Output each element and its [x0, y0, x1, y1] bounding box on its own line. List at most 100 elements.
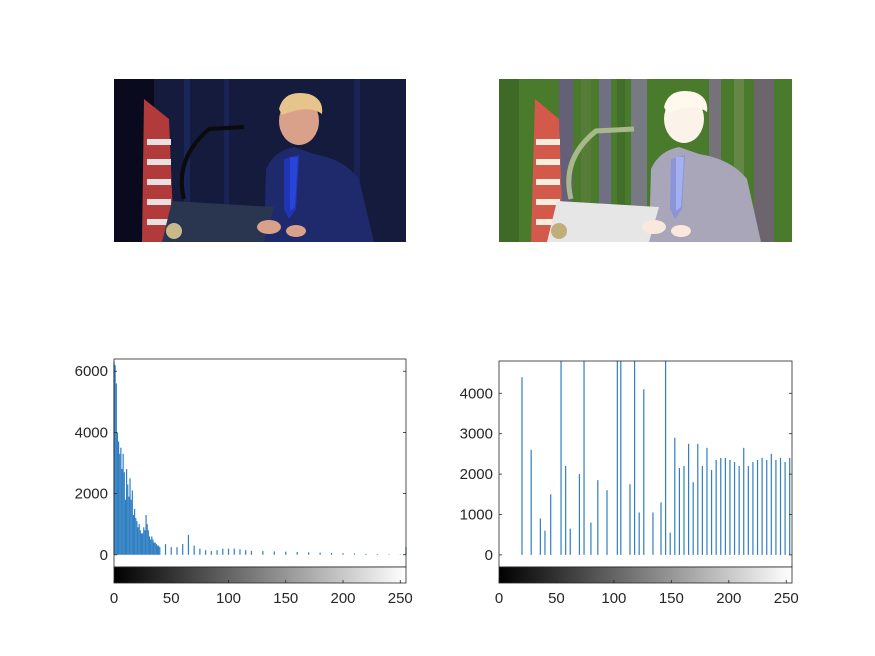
histogram-bar: [137, 527, 139, 555]
histogram-bar: [669, 532, 671, 555]
histogram-bar: [521, 377, 523, 555]
histogram-bar: [779, 457, 782, 555]
histogram-bar: [683, 466, 685, 555]
histogram-bar: [544, 530, 546, 555]
histogram-bar: [319, 552, 321, 555]
histogram-bar: [569, 528, 571, 555]
histogram-bar: [766, 459, 768, 555]
y-tick-label: 1000: [460, 506, 493, 523]
histogram-bar: [205, 550, 207, 555]
histogram-bar: [134, 508, 136, 555]
histogram-bar: [250, 550, 253, 555]
histogram-bar: [597, 480, 599, 555]
histogram-bar: [638, 512, 640, 555]
histogram-bar: [187, 534, 190, 555]
histogram-bar: [153, 542, 155, 555]
histogram-bar: [142, 533, 144, 555]
histogram-bar: [182, 544, 184, 555]
histogram-bar: [724, 457, 726, 555]
histogram-bar: [733, 461, 736, 555]
equalized-photo-speaker-at-podium: [499, 79, 792, 242]
x-tick-label: 250: [774, 590, 799, 607]
histogram-bar: [606, 490, 608, 555]
histogram-bar: [156, 545, 159, 555]
histogram-bar: [136, 521, 138, 555]
histogram-bar: [729, 459, 731, 555]
histogram-bar: [674, 437, 676, 555]
histogram-bar: [119, 453, 121, 555]
x-tick-label: 0: [495, 590, 503, 607]
histogram-bar: [128, 496, 130, 555]
y-tick-label: 3000: [460, 426, 493, 443]
histogram-bar: [216, 550, 218, 555]
x-tick-label: 50: [163, 590, 180, 607]
histogram-bar: [262, 551, 264, 555]
y-tick-label: 6000: [75, 363, 108, 380]
histogram-bar: [120, 447, 122, 555]
histogram-bar: [770, 453, 772, 555]
original-histogram: 0 2000 4000 6000 0 50 100 150 200 250: [75, 358, 413, 607]
histogram-bar: [330, 552, 333, 555]
histogram-bar: [743, 447, 745, 555]
histogram-bar: [143, 527, 145, 555]
histogram-bar: [131, 490, 133, 555]
x-tick-label: 0: [110, 590, 118, 607]
histogram-bar: [144, 530, 146, 555]
histogram-bar: [233, 548, 235, 555]
x-tick-label: 200: [331, 590, 356, 607]
histogram-bar: [170, 547, 172, 555]
x-tick-label: 50: [548, 590, 565, 607]
histogram-bar: [715, 459, 717, 555]
original-image: [114, 79, 406, 242]
original-photo-speaker-at-podium: [114, 79, 406, 242]
histogram-bar: [124, 499, 127, 555]
histogram-bar: [697, 443, 699, 555]
histogram-bar: [132, 515, 135, 555]
histogram-bar: [114, 365, 116, 555]
histogram-bar: [756, 459, 759, 555]
histogram-bar: [633, 361, 636, 555]
histogram-bar: [710, 470, 713, 555]
histogram-bar: [193, 545, 195, 555]
histogram-bar: [152, 539, 154, 555]
histogram-bar: [706, 447, 708, 555]
histogram-bar: [222, 548, 224, 555]
histogram-bar: [273, 551, 275, 555]
equalized-image: [499, 79, 792, 242]
histogram-bar: [578, 474, 581, 555]
histogram-bar: [643, 389, 645, 555]
histogram-bar: [125, 469, 128, 555]
histogram-bar: [652, 512, 654, 555]
equalized-histogram: 0 1000 2000 3000 4000 0 50 100 150 200 250: [460, 360, 799, 607]
histogram-bar: [140, 533, 143, 555]
y-tick-label: 4000: [75, 424, 108, 441]
histogram-bar: [239, 549, 241, 555]
histogram-bar: [701, 466, 703, 555]
x-tick-label: 150: [659, 590, 684, 607]
histogram-bar: [747, 466, 749, 555]
grayscale-colorbar: [498, 566, 793, 584]
histogram-bar: [620, 361, 622, 555]
histogram-bar: [139, 530, 141, 555]
histogram-bar: [365, 553, 367, 555]
histogram-bar: [210, 551, 212, 555]
histogram-bar: [308, 552, 310, 555]
histogram-bar: [154, 542, 156, 555]
x-tick-label: 250: [388, 590, 413, 607]
histogram-bar: [122, 453, 124, 555]
grayscale-colorbar: [113, 566, 407, 584]
histogram-bar: [789, 457, 791, 555]
histogram-bar: [660, 502, 662, 555]
histogram-bar: [616, 361, 618, 555]
x-tick-label: 100: [601, 590, 626, 607]
y-tick-label: 2000: [75, 486, 108, 503]
histogram-bar: [353, 553, 356, 555]
x-tick-label: 200: [716, 590, 741, 607]
histogram-bar: [147, 530, 149, 555]
plot-area: [114, 359, 406, 567]
histogram-bar: [665, 361, 667, 555]
histogram-bar: [296, 552, 298, 555]
histogram-bar: [629, 484, 631, 555]
histogram-bar: [285, 551, 287, 555]
